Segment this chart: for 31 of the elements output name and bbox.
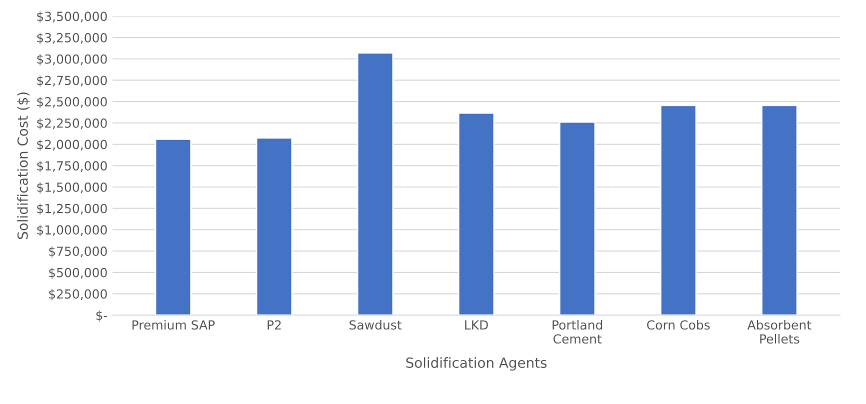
bar: [154, 138, 192, 316]
x-tick-label: LKD: [465, 320, 488, 330]
bar: [356, 52, 394, 316]
y-tick-label: $250,000: [49, 289, 107, 300]
y-tick-label: $1,250,000: [37, 204, 107, 215]
y-tick-label: $2,750,000: [37, 75, 107, 87]
y-tick-label: $3,250,000: [37, 32, 107, 44]
x-tick-label: Portland Cement: [552, 320, 602, 344]
x-tick-label: Sawdust: [350, 320, 402, 330]
y-tick-label: $2,500,000: [37, 96, 107, 108]
x-tick-label: P2: [268, 320, 281, 330]
y-tick-label: $2,000,000: [37, 140, 107, 151]
y-tick-label: $1,500,000: [37, 182, 107, 194]
x-tick-label: Premium SAP: [132, 320, 215, 330]
x-tick-label: Corn Cobs: [647, 320, 710, 330]
y-tick-label: $750,000: [49, 246, 107, 258]
bar: [558, 121, 596, 316]
bar: [458, 112, 495, 316]
y-tick-label: $3,500,000: [37, 11, 107, 23]
y-tick-label: $3,000,000: [37, 54, 107, 66]
bar: [256, 137, 293, 316]
y-tick-label: $1,750,000: [37, 160, 107, 172]
y-tick-label: $-: [96, 310, 108, 322]
x-axis-title: Solidification Agents: [406, 357, 547, 371]
y-tick-label: $500,000: [49, 268, 107, 279]
y-tick-label: $1,000,000: [37, 224, 107, 236]
y-axis-title: Solidification Cost ($): [17, 92, 30, 240]
y-tick-label: $2,250,000: [37, 118, 107, 130]
bar: [761, 104, 798, 316]
bar: [660, 104, 697, 316]
x-tick-label: Absorbent Pellets: [747, 320, 812, 344]
